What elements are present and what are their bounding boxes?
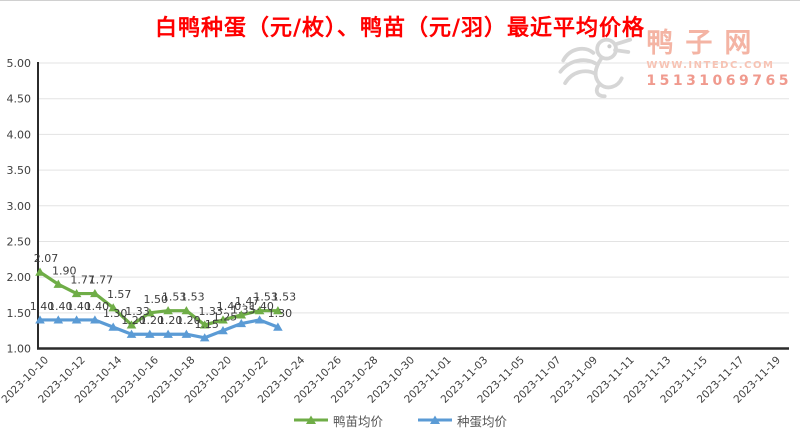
- data-label-1: 1.15: [194, 318, 219, 331]
- series-marker-0: [163, 306, 173, 315]
- data-label-0: 1.33: [125, 305, 150, 318]
- series-marker-1: [126, 329, 137, 338]
- legend-label-duckling-price: 鸭苗均价: [332, 413, 383, 429]
- series-marker-0: [126, 320, 137, 329]
- data-label-0: 1.57: [107, 288, 132, 301]
- data-label-1: 1.40: [249, 300, 274, 313]
- data-label-1: 1.20: [140, 314, 165, 327]
- series-marker-0: [218, 315, 228, 324]
- y-axis-label: 5.00: [7, 57, 32, 70]
- chart-title: 白鸭种蛋（元/枚）、鸭苗（元/羽）最近平均价格: [154, 16, 646, 41]
- series-marker-1: [35, 315, 45, 324]
- series-marker-1: [199, 333, 210, 342]
- legend-swatch-egg-icon: [418, 415, 452, 424]
- series-marker-0: [273, 306, 283, 315]
- data-label-1: 1.20: [121, 314, 146, 327]
- series-marker-1: [90, 315, 100, 324]
- series-marker-1: [273, 322, 283, 331]
- data-label-1: 1.25: [213, 311, 238, 324]
- series-marker-0: [145, 308, 155, 317]
- legend-label-egg-price: 种蛋均价: [457, 413, 508, 429]
- data-label-0: 1.53: [162, 291, 187, 304]
- data-label-0: 1.77: [70, 274, 95, 287]
- series-marker-1: [163, 329, 173, 338]
- data-label-0: 1.47: [235, 295, 260, 308]
- series-marker-0: [35, 267, 45, 276]
- data-label-0: 1.53: [272, 291, 297, 304]
- data-label-0: 1.77: [89, 274, 114, 287]
- series-marker-1: [145, 329, 155, 338]
- series-marker-0: [254, 306, 265, 315]
- series-marker-0: [181, 306, 192, 315]
- data-label-0: 1.33: [198, 305, 223, 318]
- data-label-0: 1.53: [180, 291, 205, 304]
- data-label-0: 1.53: [253, 291, 278, 304]
- series-marker-1: [108, 322, 118, 331]
- series-marker-0: [199, 320, 210, 329]
- data-label-0: 1.40: [217, 300, 242, 313]
- data-label-1: 1.40: [85, 300, 110, 313]
- y-axis-label: 3.00: [7, 200, 32, 213]
- data-label-1: 1.20: [176, 314, 201, 327]
- series-marker-0: [71, 288, 82, 298]
- y-axis-label: 4.00: [7, 128, 32, 141]
- data-label-0: 2.07: [34, 252, 59, 265]
- y-axis-label: 3.50: [7, 164, 32, 177]
- legend-item-duckling-price: 鸭苗均价: [293, 411, 383, 430]
- series-marker-1: [254, 315, 265, 324]
- chart-legend: 鸭苗均价 种蛋均价: [0, 407, 800, 433]
- data-label-1: 1.40: [30, 300, 55, 313]
- data-label-0: 1.90: [52, 264, 77, 277]
- series-marker-0: [90, 288, 100, 298]
- legend-swatch-duckling-icon: [293, 415, 328, 424]
- y-axis-label: 2.00: [7, 271, 32, 284]
- series-marker-1: [218, 326, 228, 335]
- data-label-1: 1.40: [66, 300, 91, 313]
- series-marker-0: [236, 310, 247, 319]
- series-marker-0: [108, 303, 118, 312]
- data-label-0: 1.50: [144, 293, 169, 306]
- data-label-1: 1.30: [103, 307, 128, 320]
- series-marker-1: [53, 315, 64, 324]
- data-label-1: 1.30: [268, 307, 293, 320]
- y-axis-label: 1.50: [7, 307, 32, 320]
- data-label-1: 1.40: [48, 300, 73, 313]
- data-label-1: 1.35: [231, 304, 256, 317]
- legend-item-egg-price: 种蛋均价: [417, 411, 507, 430]
- y-axis-label: 1.00: [7, 343, 32, 356]
- series-marker-1: [236, 318, 247, 328]
- series-marker-1: [181, 329, 192, 338]
- y-axis-label: 4.50: [7, 93, 32, 106]
- series-marker-0: [53, 279, 64, 288]
- y-axis-label: 2.50: [7, 235, 32, 248]
- series-marker-1: [71, 315, 82, 324]
- data-label-1: 1.20: [158, 314, 183, 327]
